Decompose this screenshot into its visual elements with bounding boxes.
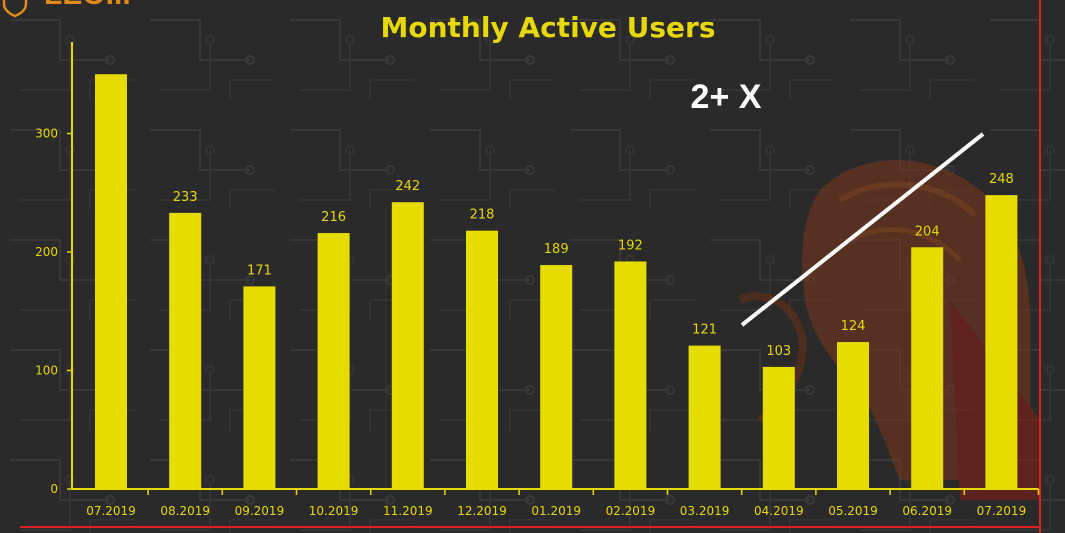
bar-1 [95,74,127,489]
data-label-5: 242 [395,179,420,194]
trend-annotation-line [740,132,985,327]
x-tick-label: 08.2019 [160,504,210,518]
bar-3 [243,286,276,489]
data-label-7: 189 [544,242,569,257]
shield-logo-icon [2,0,28,18]
x-tick-label: 04.2019 [754,504,804,518]
bar-9 [688,345,721,489]
data-labels: 233 171 216 242 218 189 192 121 103 124 204 248 [173,172,1014,359]
x-tick-label: 07.2019 [977,504,1027,518]
bar-series [95,74,1018,490]
bar-6 [466,230,498,490]
x-tick-label: 11.2019 [383,504,433,518]
y-tick-label: 100 [35,364,58,378]
bar-12 [911,247,944,489]
data-label-10: 103 [766,344,791,359]
x-axis-tick-labels: 07.2019 08.2019 09.2019 10.2019 11.2019 12.20… [86,489,1040,518]
brand-logo: LEO... [2,0,131,18]
bar-11 [837,342,869,489]
x-tick-label: 10.2019 [309,504,359,518]
data-label-3: 171 [247,263,272,278]
bar-2 [169,212,202,489]
data-label-6: 218 [470,208,495,223]
x-tick-label: 01.2019 [531,504,581,518]
growth-annotation: 2+ X [691,78,762,116]
bar-13 [985,195,1018,489]
y-tick-label: 300 [35,127,58,141]
bar-5 [391,202,424,490]
data-label-8: 192 [618,238,643,253]
bar-7 [540,265,573,489]
brand-name: LEO... [44,0,131,11]
data-label-9: 121 [692,323,717,338]
data-label-11: 124 [841,319,866,334]
y-tick-label: 0 [50,482,58,496]
x-tick-label: 12.2019 [457,504,507,518]
x-tick-label: 09.2019 [235,504,285,518]
x-tick-label: 03.2019 [680,504,730,518]
data-label-2: 233 [173,190,198,205]
bar-4 [317,233,350,489]
bar-10 [762,366,795,489]
data-label-12: 204 [915,224,940,239]
x-tick-label: 07.2019 [86,504,136,518]
y-axis-ticks: 0 100 200 300 [35,127,72,496]
bar-8 [614,261,647,489]
y-tick-label: 200 [35,245,58,259]
x-tick-label: 02.2019 [606,504,656,518]
x-tick-label: 05.2019 [828,504,878,518]
x-tick-label: 06.2019 [902,504,952,518]
data-label-4: 216 [321,210,346,225]
data-label-13: 248 [989,172,1014,187]
chart-title: Monthly Active Users [380,11,715,44]
